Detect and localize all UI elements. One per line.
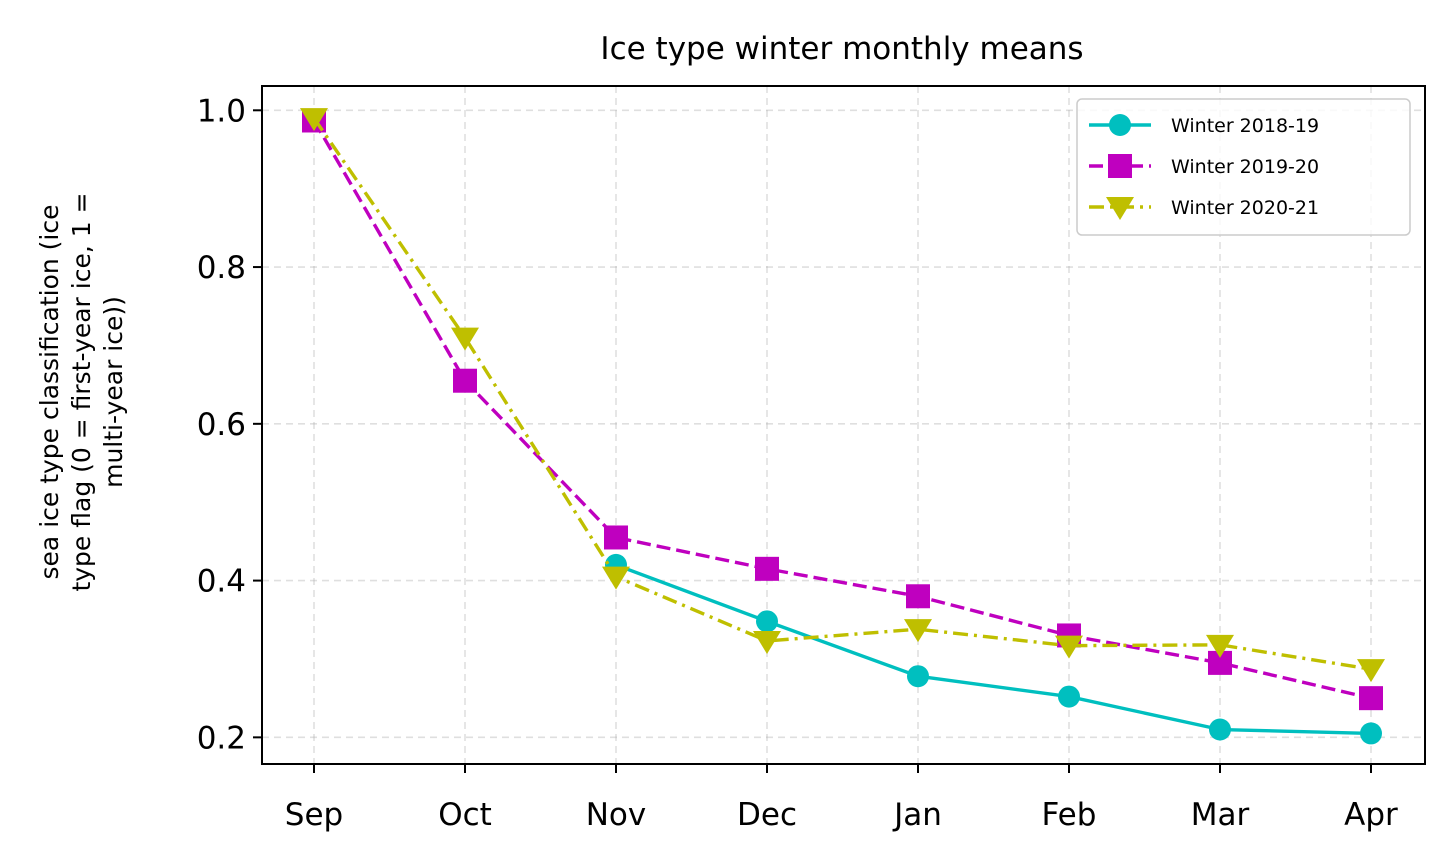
- series-line: [312, 119, 1372, 700]
- legend-label: Winter 2018-19: [1171, 115, 1319, 137]
- data-point: [753, 630, 781, 654]
- chart-title: Ice type winter monthly means: [600, 31, 1083, 67]
- y-axis-label-line-1: sea ice type classification (ice: [35, 205, 64, 580]
- x-tick-label: Mar: [1191, 797, 1250, 833]
- series-layer: [300, 108, 1385, 745]
- data-point: [755, 556, 779, 581]
- data-point: [602, 566, 630, 590]
- y-tick-label: 0.6: [197, 407, 246, 443]
- y-axis: 0.2 0.4 0.6 0.8 1.0: [197, 93, 262, 756]
- data-point: [604, 525, 628, 550]
- grid: [262, 86, 1425, 764]
- y-tick-label: 0.8: [197, 250, 246, 286]
- series-line: [615, 563, 1372, 736]
- x-tick-label: Sep: [285, 797, 343, 833]
- data-point: [453, 368, 477, 393]
- series-3: [300, 108, 1385, 683]
- x-tick-label: Dec: [737, 797, 797, 833]
- data-point: [300, 108, 328, 132]
- x-tick-label: Jan: [892, 797, 942, 833]
- legend-item: Winter 2018-19: [1089, 114, 1319, 137]
- y-tick-label: 0.4: [197, 564, 246, 600]
- data-point: [1206, 634, 1234, 658]
- x-tick-label: Oct: [438, 797, 492, 833]
- x-tick-label: Apr: [1344, 797, 1398, 833]
- series-1: [605, 553, 1382, 745]
- data-point: [1055, 635, 1083, 659]
- x-tick-label: Nov: [586, 797, 647, 833]
- y-axis-label-line-2: type flag (0 = first-year ice, 1 =: [67, 192, 96, 591]
- data-point: [756, 610, 778, 633]
- y-tick-label: 1.0: [197, 93, 246, 129]
- data-point: [907, 665, 929, 688]
- data-point: [1359, 686, 1383, 711]
- legend-item: Winter 2020-21: [1089, 197, 1319, 220]
- legend-box: [1076, 98, 1411, 236]
- legend-label: Winter 2019-20: [1171, 156, 1319, 178]
- data-point: [1360, 722, 1382, 745]
- y-tick-label: 0.2: [197, 720, 246, 756]
- data-point: [1357, 659, 1385, 683]
- series-line: [312, 117, 1372, 671]
- data-point: [1209, 718, 1231, 741]
- legend: Winter 2018-19 Winter 2019-20 Winter 2020-…: [1076, 98, 1411, 236]
- plot-frame: [261, 85, 1426, 765]
- data-point: [1058, 685, 1080, 708]
- legend-marker: [1108, 154, 1132, 178]
- data-point: [451, 327, 479, 351]
- legend-item: Winter 2019-20: [1089, 154, 1319, 178]
- legend-label: Winter 2020-21: [1171, 197, 1319, 219]
- x-axis: Sep Oct Nov Dec Jan Feb Mar Apr: [285, 764, 1398, 833]
- data-point: [904, 619, 932, 643]
- y-axis-label: sea ice type classification (ice type fl…: [35, 192, 128, 591]
- y-axis-label-line-3: multi-year ice)): [99, 296, 128, 488]
- legend-marker: [1109, 114, 1131, 136]
- x-tick-label: Feb: [1042, 797, 1097, 833]
- legend-marker: [1106, 197, 1134, 220]
- data-point: [906, 584, 930, 609]
